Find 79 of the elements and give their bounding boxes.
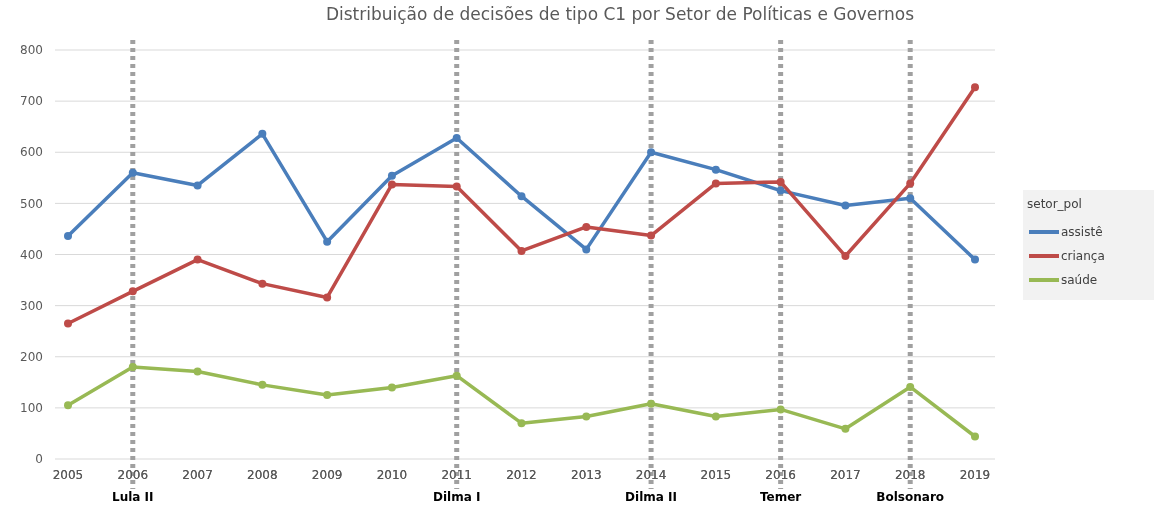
point <box>387 383 396 392</box>
x-tick-label: 2016 <box>765 468 796 482</box>
point <box>647 148 656 157</box>
point <box>841 201 850 210</box>
point <box>582 412 591 421</box>
x-tick-label: 2017 <box>830 468 861 482</box>
x-tick-label: 2006 <box>117 468 149 482</box>
x-tick-label: 2009 <box>311 468 343 482</box>
legend-label: assistê <box>1061 225 1103 240</box>
y-tick-label: 800 <box>20 43 43 58</box>
x-tick-label: 2005 <box>52 468 84 482</box>
x-tick-label: 2008 <box>247 468 278 482</box>
point <box>841 252 850 261</box>
x-tick-label: 2019 <box>959 468 991 482</box>
point <box>971 255 979 264</box>
x-tick-label: 2012 <box>506 468 537 482</box>
y-tick-label: 200 <box>20 349 43 364</box>
point <box>647 399 656 408</box>
x-tick-label: 2015 <box>700 468 732 482</box>
point <box>387 171 396 180</box>
point <box>193 255 202 264</box>
point <box>517 192 526 201</box>
point <box>323 237 332 246</box>
point <box>258 279 267 288</box>
y-tick-label: 300 <box>20 298 43 313</box>
y-tick-label: 600 <box>20 145 43 160</box>
point <box>906 194 915 203</box>
x-tick-label: 2010 <box>376 468 408 482</box>
y-tick-label: 500 <box>20 196 43 211</box>
point <box>711 179 720 188</box>
point <box>323 293 332 302</box>
x-tick-label: 2011 <box>441 468 472 482</box>
point <box>776 186 785 195</box>
chart-title: Distribuição de decisões de tipo C1 por Setor de Políticas e Governos <box>325 4 915 24</box>
ref-line-label: Dilma II <box>625 490 678 504</box>
ref-line-label: Lula II <box>112 490 154 504</box>
legend-label: criança <box>1061 249 1105 264</box>
point <box>647 231 656 240</box>
x-tick-label: 2018 <box>894 468 926 482</box>
point <box>452 182 461 191</box>
point <box>193 367 202 376</box>
point <box>64 319 72 328</box>
point <box>906 179 915 188</box>
point <box>452 133 461 142</box>
point <box>906 382 915 391</box>
y-tick-label: 0 <box>35 452 43 467</box>
y-tick-label: 400 <box>20 247 43 262</box>
y-tick-label: 100 <box>20 401 43 416</box>
x-tick-label: 2014 <box>635 468 667 482</box>
point <box>128 287 137 296</box>
point <box>452 371 461 380</box>
legend-title: setor_pol <box>1027 197 1082 211</box>
point <box>517 246 526 255</box>
point <box>582 222 591 231</box>
ref-line-label: Temer <box>759 490 802 504</box>
point <box>776 177 785 186</box>
point <box>971 83 979 92</box>
point <box>517 419 526 428</box>
legend-label: saúde <box>1061 273 1098 288</box>
point <box>776 405 785 414</box>
point <box>258 129 267 138</box>
point <box>193 181 202 190</box>
x-tick-label: 2013 <box>571 468 602 482</box>
point <box>258 380 267 389</box>
point <box>128 362 137 371</box>
x-tick-label: 2007 <box>182 468 213 482</box>
point <box>64 401 72 410</box>
point <box>711 165 720 174</box>
point <box>711 412 720 421</box>
point <box>323 391 332 400</box>
ref-line-label: Dilma I <box>433 490 481 504</box>
point <box>841 424 850 433</box>
ref-line-label: Bolsonaro <box>876 490 945 504</box>
point <box>971 432 979 441</box>
point <box>387 180 396 189</box>
y-tick-label: 700 <box>20 94 43 109</box>
point <box>128 168 137 177</box>
point <box>582 245 591 254</box>
point <box>64 232 72 241</box>
